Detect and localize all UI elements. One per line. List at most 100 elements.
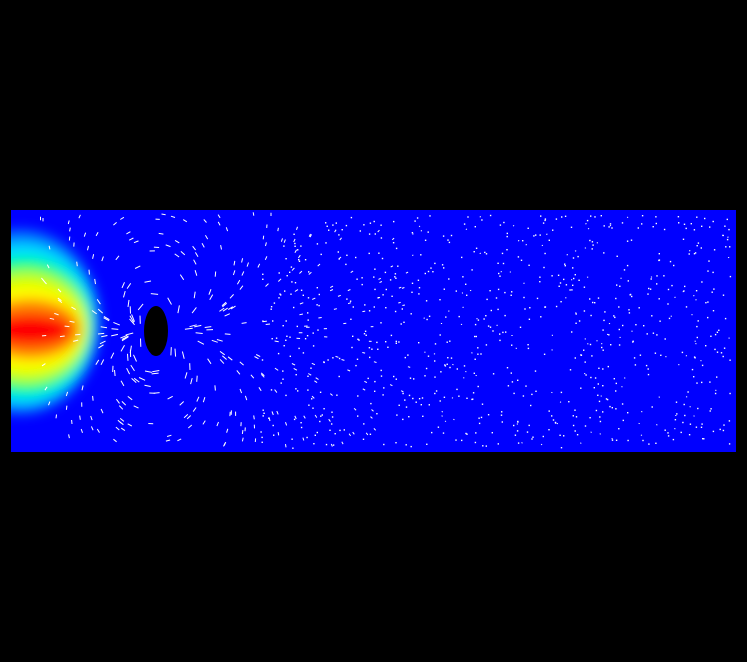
velocity-vector (221, 301, 227, 307)
velocity-vector-dot (506, 232, 508, 235)
velocity-vector (585, 223, 587, 225)
velocity-vector-dot (531, 438, 533, 440)
velocity-vector (177, 305, 180, 314)
velocity-vector-dot (293, 306, 295, 309)
velocity-vector-dot (383, 443, 385, 446)
velocity-vector-dot (319, 391, 322, 393)
velocity-vector (191, 307, 197, 314)
velocity-vector-dot (517, 256, 520, 258)
velocity-vector (202, 397, 206, 403)
velocity-vector-dot (530, 404, 532, 407)
velocity-vector-dot (466, 397, 468, 399)
velocity-vector-dot (472, 392, 475, 394)
velocity-vector-dot (304, 338, 307, 340)
velocity-vector-dot (591, 355, 593, 357)
velocity-vector-dot (599, 420, 602, 423)
velocity-vector (216, 421, 219, 427)
velocity-vector-dot (552, 419, 555, 421)
velocity-vector-dot (332, 224, 334, 226)
velocity-vector-dot (712, 310, 715, 312)
velocity-vector (239, 361, 244, 366)
velocity-vector-dot (618, 328, 620, 331)
velocity-vector-dot (316, 287, 318, 289)
velocity-vector (311, 395, 315, 399)
velocity-vector (183, 414, 189, 419)
velocity-vector (362, 388, 366, 391)
velocity-vector (100, 359, 105, 366)
velocity-vector-dot (543, 353, 546, 355)
velocity-vector-dot (285, 339, 287, 341)
velocity-vector-dot (667, 432, 669, 434)
velocity-vector (90, 415, 93, 421)
velocity-vector-dot (395, 342, 397, 344)
velocity-vector-dot (492, 330, 494, 332)
velocity-vector-dot (410, 445, 412, 448)
velocity-vector (48, 245, 51, 250)
velocity-vector (87, 245, 89, 251)
velocity-vector (580, 442, 582, 444)
velocity-vector (308, 271, 312, 275)
velocity-vector (204, 326, 212, 328)
velocity-vector (260, 372, 265, 377)
velocity-vector-dot (329, 429, 331, 431)
velocity-vector-dot (510, 372, 512, 374)
velocity-vector-dot (680, 431, 682, 434)
velocity-vector-dot (687, 391, 689, 393)
velocity-vector (441, 415, 443, 417)
velocity-vector-dot (540, 215, 542, 217)
velocity-vector-dot (341, 229, 343, 231)
velocity-vector-dot (377, 297, 380, 299)
velocity-vector-dot (422, 415, 424, 417)
velocity-vector (276, 410, 279, 415)
velocity-vector-dot (483, 318, 485, 320)
velocity-vector-dot (711, 291, 713, 293)
velocity-vector-dot (355, 256, 357, 259)
velocity-vector-dot (656, 334, 658, 336)
velocity-vector (126, 367, 131, 375)
velocity-vector-dot (294, 282, 297, 284)
velocity-vector (59, 335, 65, 338)
velocity-vector-dot (387, 346, 389, 348)
velocity-vector-dot (573, 277, 575, 280)
velocity-vector-dot (463, 365, 466, 367)
velocity-vector-dot (440, 371, 442, 373)
velocity-vector-dot (335, 222, 337, 224)
velocity-vector-dot (683, 403, 685, 406)
velocity-vector-dot (522, 240, 524, 242)
velocity-vector-dot (646, 333, 648, 335)
velocity-vector-dot (628, 309, 630, 311)
velocity-vector (291, 363, 296, 366)
velocity-vector-dot (397, 265, 399, 267)
velocity-vector-dot (261, 436, 263, 439)
velocity-vector-dot (534, 370, 537, 372)
velocity-vector-dot (590, 314, 592, 317)
velocity-vector-dot (427, 270, 430, 273)
velocity-vector-dot (673, 264, 675, 267)
velocity-vector (127, 396, 133, 401)
velocity-vector-dot (321, 414, 323, 416)
velocity-vector-dot (356, 358, 359, 360)
velocity-vector-dot (563, 435, 565, 437)
velocity-vector-dot (676, 413, 678, 415)
velocity-vector-dot (325, 443, 328, 446)
velocity-vector-dot (326, 225, 328, 227)
velocity-vector-dot (364, 330, 367, 332)
velocity-vector-dot (663, 228, 666, 231)
velocity-vector (133, 377, 140, 383)
velocity-vector-dot (349, 300, 352, 302)
velocity-vector-dot (641, 215, 644, 217)
velocity-vector (221, 355, 227, 360)
velocity-vector-dot (523, 296, 525, 299)
velocity-vector-dot (478, 422, 481, 425)
velocity-vector-dot (392, 242, 395, 244)
velocity-vector-dot (557, 274, 560, 276)
velocity-vector-dot (444, 364, 446, 366)
velocity-vector-dot (681, 351, 684, 354)
velocity-vector (241, 322, 247, 324)
velocity-vector-dot (395, 340, 397, 343)
velocity-vector (57, 299, 63, 304)
velocity-vector-dot (614, 316, 616, 319)
velocity-vector-dot (675, 401, 678, 403)
velocity-vector-dot (430, 267, 432, 269)
velocity-vector-dot (511, 344, 513, 346)
